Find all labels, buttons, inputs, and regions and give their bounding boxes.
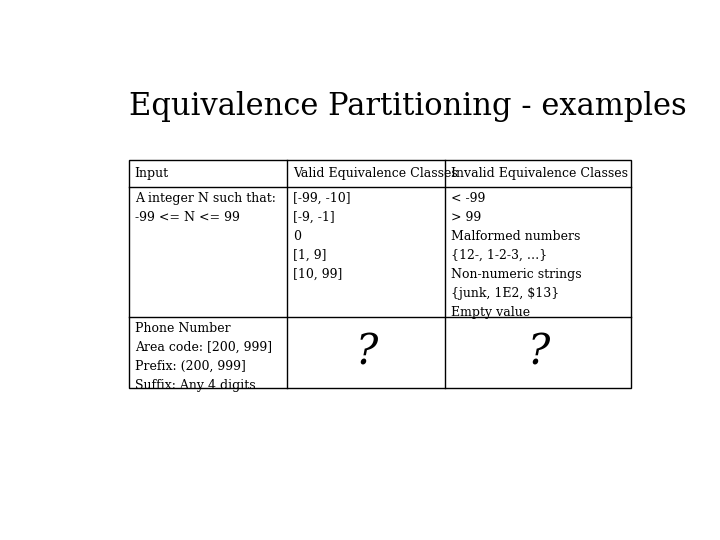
Text: Equivalence Partitioning - examples: Equivalence Partitioning - examples bbox=[129, 91, 687, 122]
Text: [-99, -10]
[-9, -1]
0
[1, 9]
[10, 99]: [-99, -10] [-9, -1] 0 [1, 9] [10, 99] bbox=[293, 192, 351, 281]
Text: ?: ? bbox=[355, 332, 377, 373]
Text: ?: ? bbox=[527, 332, 549, 373]
Text: A integer N such that:
-99 <= N <= 99: A integer N such that: -99 <= N <= 99 bbox=[135, 192, 276, 224]
Text: Valid Equivalence Classes: Valid Equivalence Classes bbox=[293, 167, 458, 180]
Text: Input: Input bbox=[135, 167, 168, 180]
Bar bbox=[129, 160, 631, 388]
Text: < -99
> 99
Malformed numbers
{12-, 1-2-3, …}
Non-numeric strings
{junk, 1E2, $13: < -99 > 99 Malformed numbers {12-, 1-2-3… bbox=[451, 192, 582, 319]
Text: Phone Number
Area code: [200, 999]
Prefix: (200, 999]
Suffix: Any 4 digits: Phone Number Area code: [200, 999] Prefi… bbox=[135, 322, 271, 392]
Text: Invalid Equivalence Classes: Invalid Equivalence Classes bbox=[451, 167, 628, 180]
